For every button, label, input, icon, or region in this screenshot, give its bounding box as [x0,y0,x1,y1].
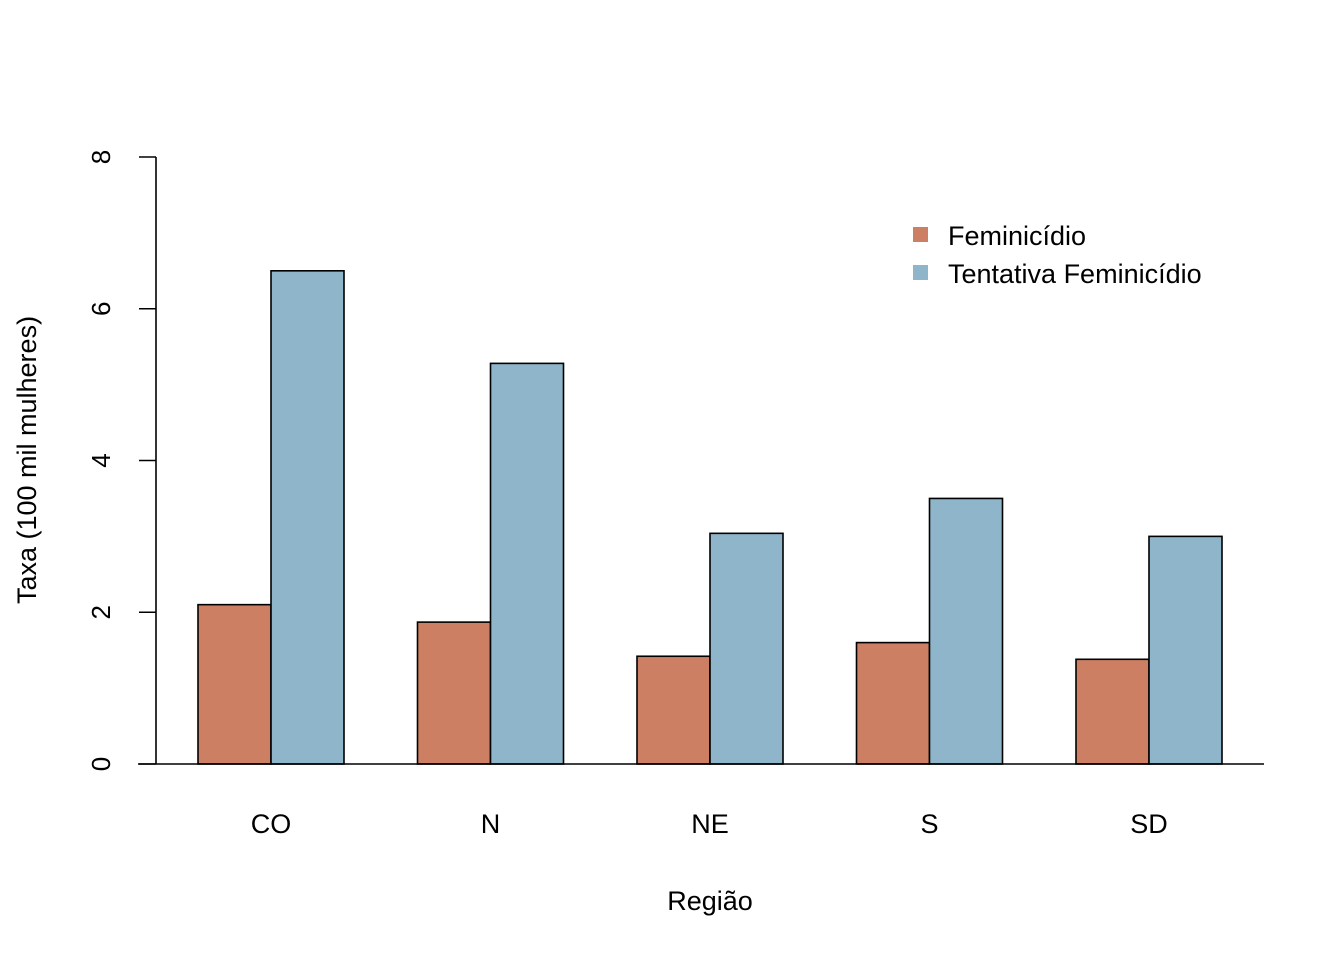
y-axis-title: Taxa (100 mil mulheres) [12,316,42,604]
bars-layer [197,270,1223,765]
x-axis-title: Região [667,886,753,916]
x-category-label: NE [691,809,729,839]
bar-co-feminicidio [197,603,272,765]
legend: Feminicídio Tentativa Feminicídio [913,221,1202,289]
x-category-label: SD [1130,809,1168,839]
bar-s-tentativa-feminicidio [928,497,1004,765]
x-category-label: CO [251,809,292,839]
bar-co-tentativa-feminicidio [270,270,345,765]
bar-group-n [416,362,565,765]
y-tick-label: 4 [86,453,116,467]
bar-sd-tentativa-feminicidio [1148,535,1223,765]
bar-group-co [197,270,345,765]
x-category-labels: CO N NE S SD [251,809,1168,839]
y-tick-label: 0 [86,757,116,771]
legend-label: Feminicídio [948,221,1086,251]
y-tick-label: 6 [86,302,116,316]
bar-ne-tentativa-feminicidio [709,532,784,765]
bar-s-feminicidio [855,641,931,765]
bar-ne-feminicidio [636,655,711,765]
legend-label: Tentativa Feminicídio [948,259,1202,289]
y-tick-label: 2 [86,605,116,619]
bar-group-ne [636,532,784,765]
x-category-label: N [481,809,501,839]
bar-n-feminicidio [416,621,492,765]
y-ticks: 0 2 4 6 8 [86,150,156,771]
bar-n-tentativa-feminicidio [489,362,565,765]
legend-swatch [913,227,928,242]
bar-group-sd [1075,535,1223,765]
y-tick-label: 8 [86,150,116,164]
x-category-label: S [920,809,938,839]
bar-sd-feminicidio [1075,658,1150,765]
bar-group-s [855,497,1004,765]
legend-swatch [913,265,928,280]
